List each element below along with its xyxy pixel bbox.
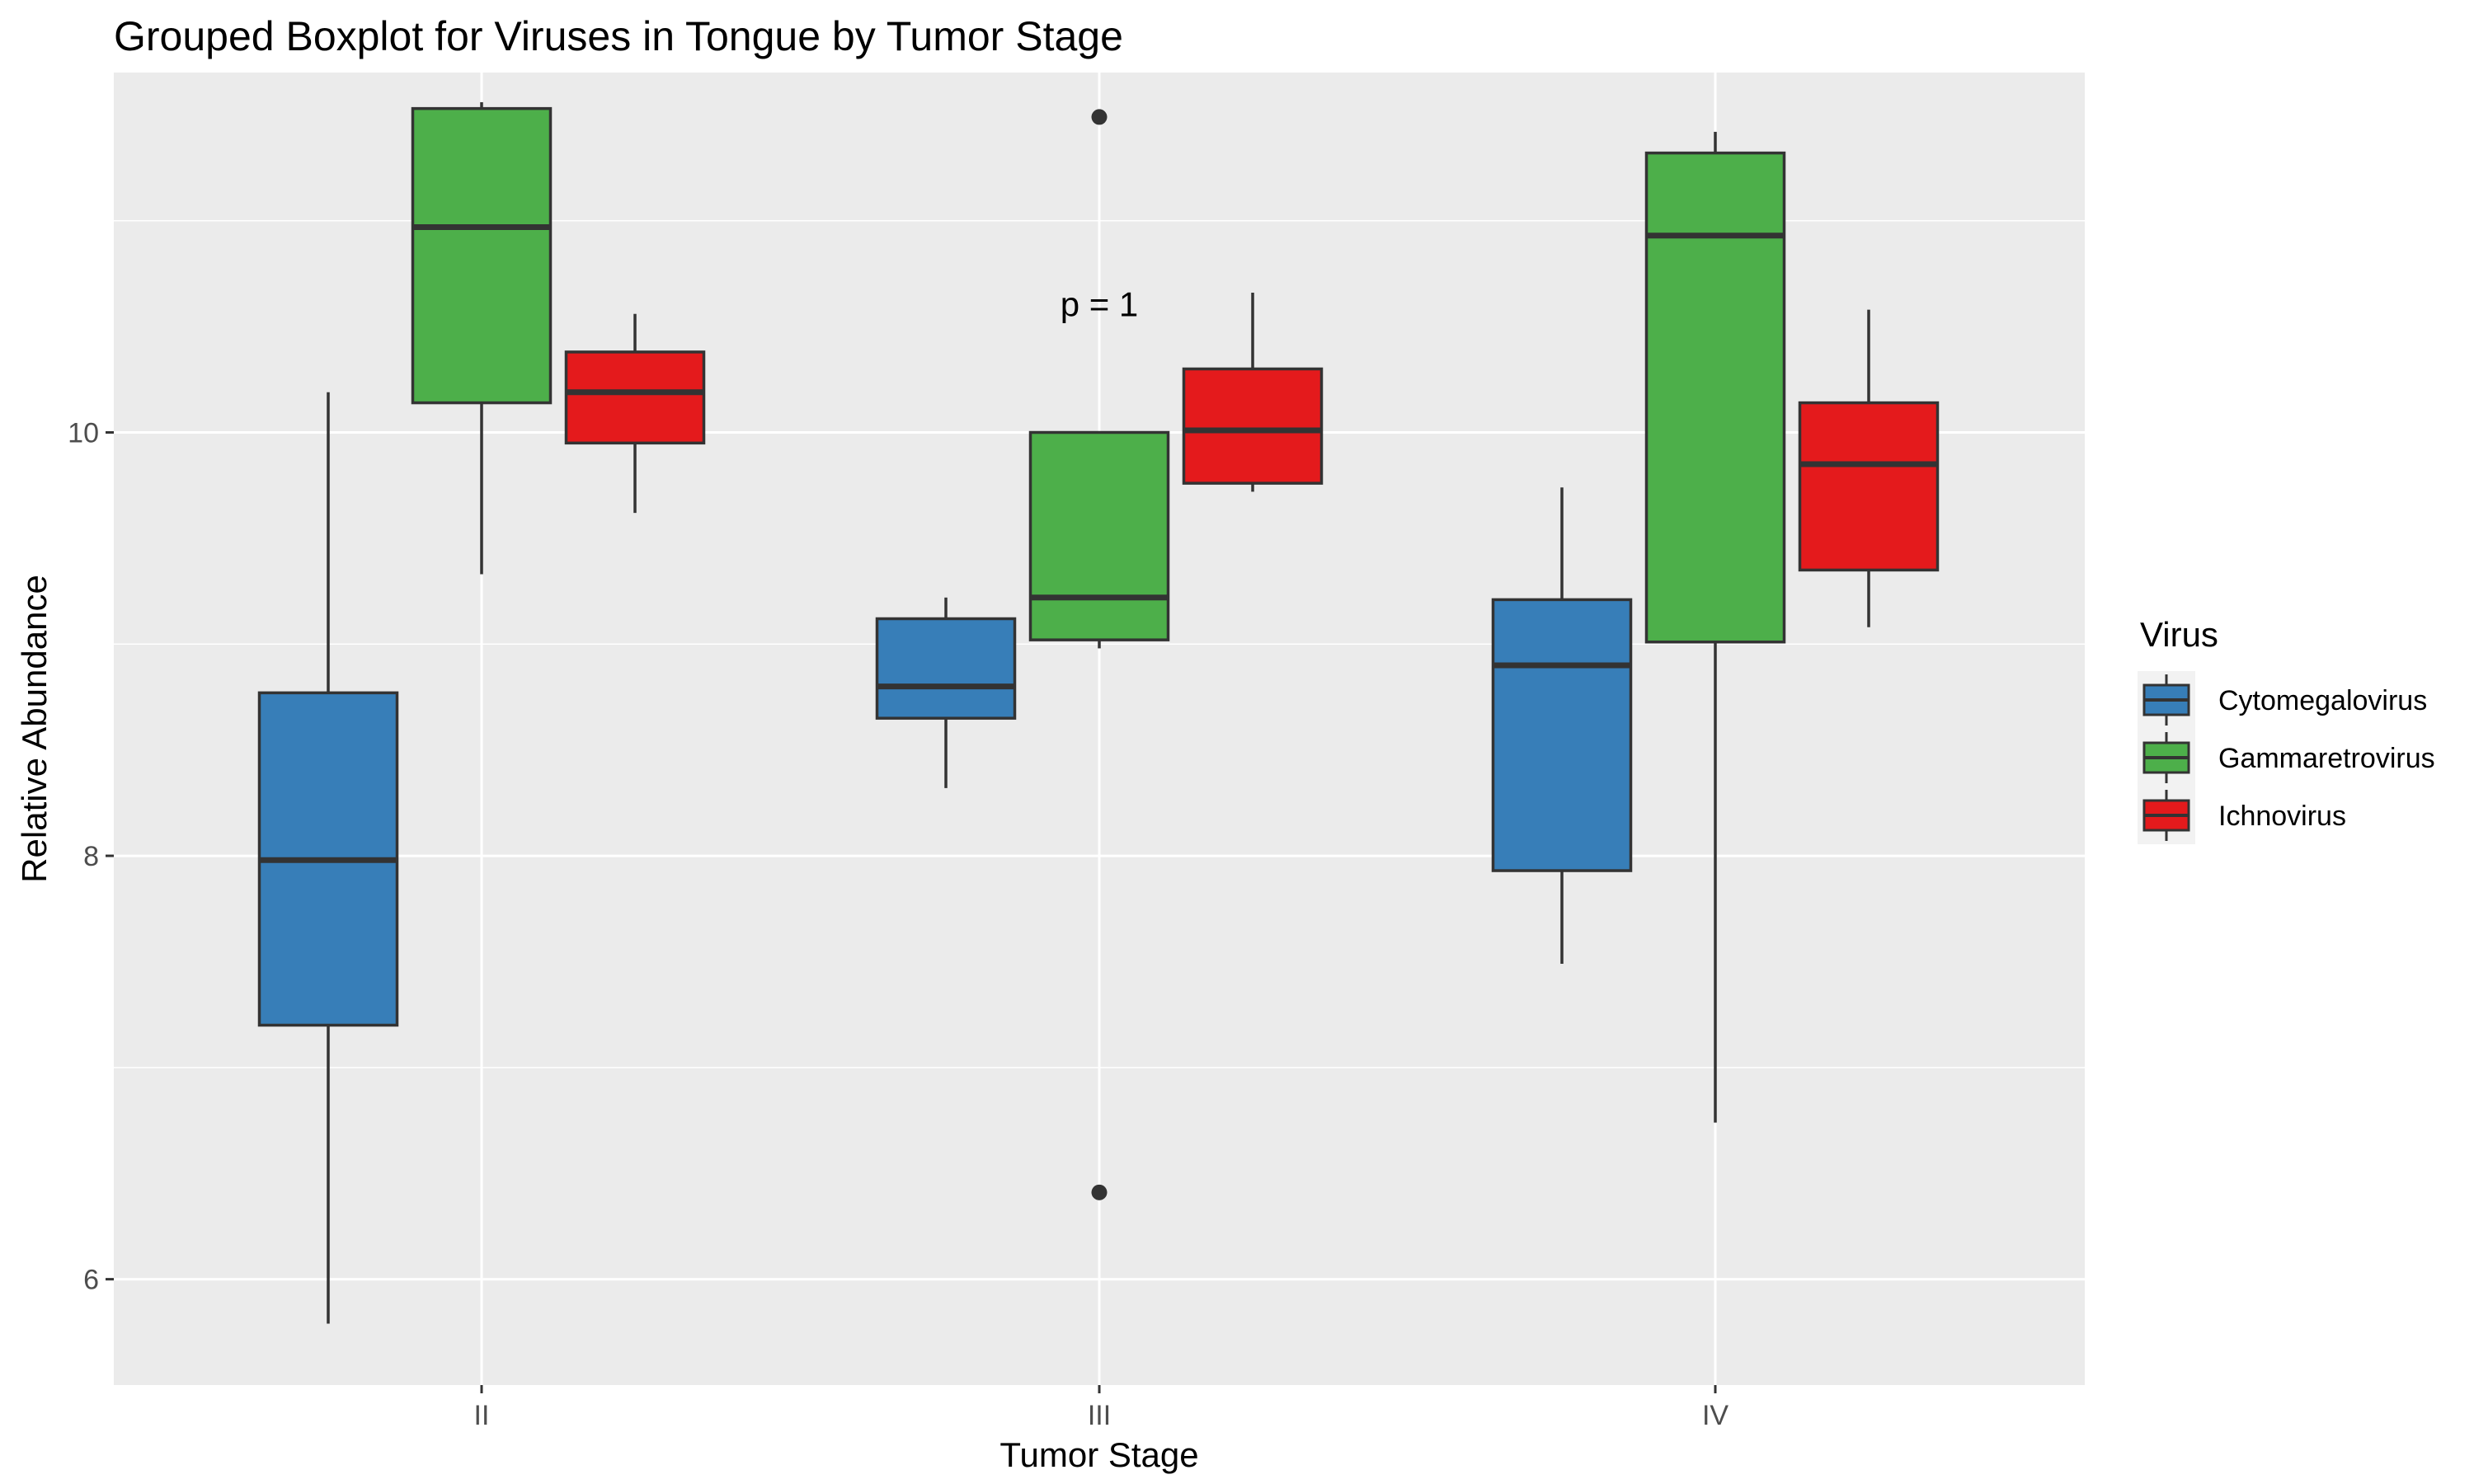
gammaretrovirus-iii-outlier-1 bbox=[1091, 1184, 1108, 1200]
y-tick-label-2: 10 bbox=[68, 418, 99, 449]
legend-item-ichnovirus: Ichnovirus bbox=[2138, 787, 2346, 844]
gammaretrovirus-iv-box bbox=[1644, 151, 1786, 644]
legend-item-gammaretrovirus: Gammaretrovirus bbox=[2138, 729, 2435, 787]
y-tick-label-0: 6 bbox=[83, 1265, 99, 1296]
cytomegalovirus-iii-box bbox=[875, 617, 1017, 720]
legend-label: Cytomegalovirus bbox=[2218, 685, 2427, 716]
ichnovirus-iv-box bbox=[1798, 401, 1940, 572]
gammaretrovirus-iii-box bbox=[1028, 430, 1170, 641]
y-axis-title: Relative Abundance bbox=[15, 575, 54, 883]
x-tick-label-1: III bbox=[1088, 1400, 1111, 1431]
legend-title: Virus bbox=[2140, 615, 2218, 654]
gammaretrovirus-ii-box bbox=[411, 106, 553, 405]
y-axis: 6 8 10 bbox=[68, 418, 114, 1296]
boxplot-layer bbox=[257, 101, 1940, 1324]
y-tick-label-1: 8 bbox=[83, 841, 99, 872]
x-axis-title: Tumor Stage bbox=[999, 1435, 1198, 1474]
x-tick-label-2: IV bbox=[1702, 1400, 1729, 1431]
x-axis: II III IV bbox=[474, 1385, 1729, 1431]
legend-label: Ichnovirus bbox=[2218, 801, 2346, 832]
legend-item-cytomegalovirus: Cytomegalovirus bbox=[2138, 671, 2427, 729]
legend: Virus Cytomegalovirus Gammaretrovirus Ichn… bbox=[2138, 615, 2435, 844]
ichnovirus-ii-box bbox=[564, 350, 706, 445]
cytomegalovirus-iv-box bbox=[1491, 598, 1633, 872]
chart-title: Grouped Boxplot for Viruses in Tongue by… bbox=[114, 13, 1123, 59]
ichnovirus-iii-box bbox=[1182, 367, 1324, 485]
x-tick-label-0: II bbox=[474, 1400, 490, 1431]
legend-label: Gammaretrovirus bbox=[2218, 743, 2435, 774]
gammaretrovirus-iii-outlier-0 bbox=[1091, 109, 1108, 125]
p-value-annotation: p = 1 bbox=[1061, 284, 1139, 323]
